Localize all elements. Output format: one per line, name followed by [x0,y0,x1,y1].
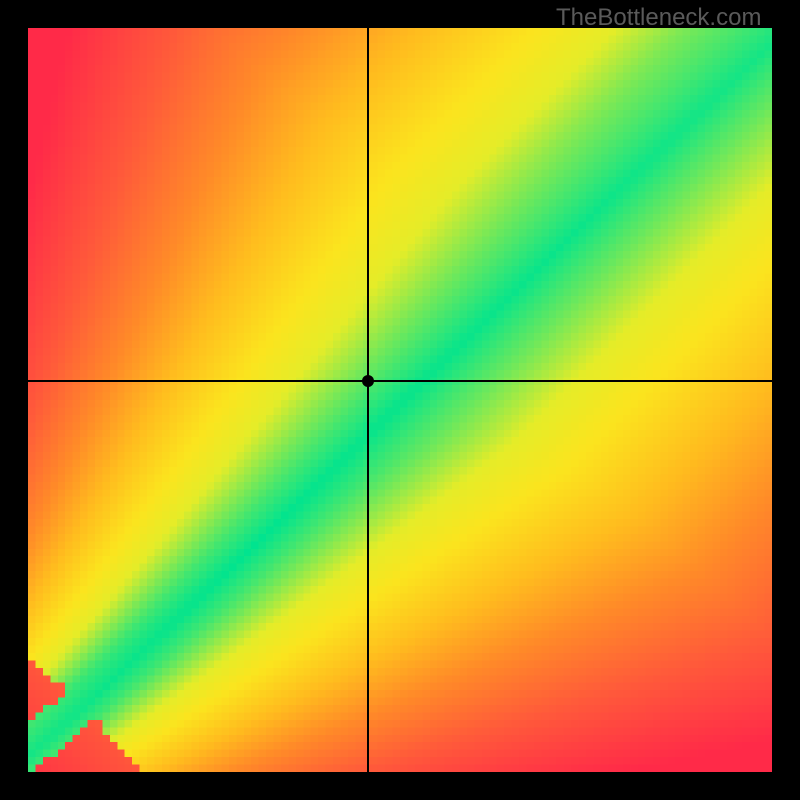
bottleneck-heatmap [28,28,772,772]
selection-marker[interactable] [362,375,374,387]
crosshair-horizontal [28,380,772,382]
chart-frame [28,28,772,772]
watermark-text: TheBottleneck.com [556,4,761,32]
crosshair-vertical [367,28,369,772]
